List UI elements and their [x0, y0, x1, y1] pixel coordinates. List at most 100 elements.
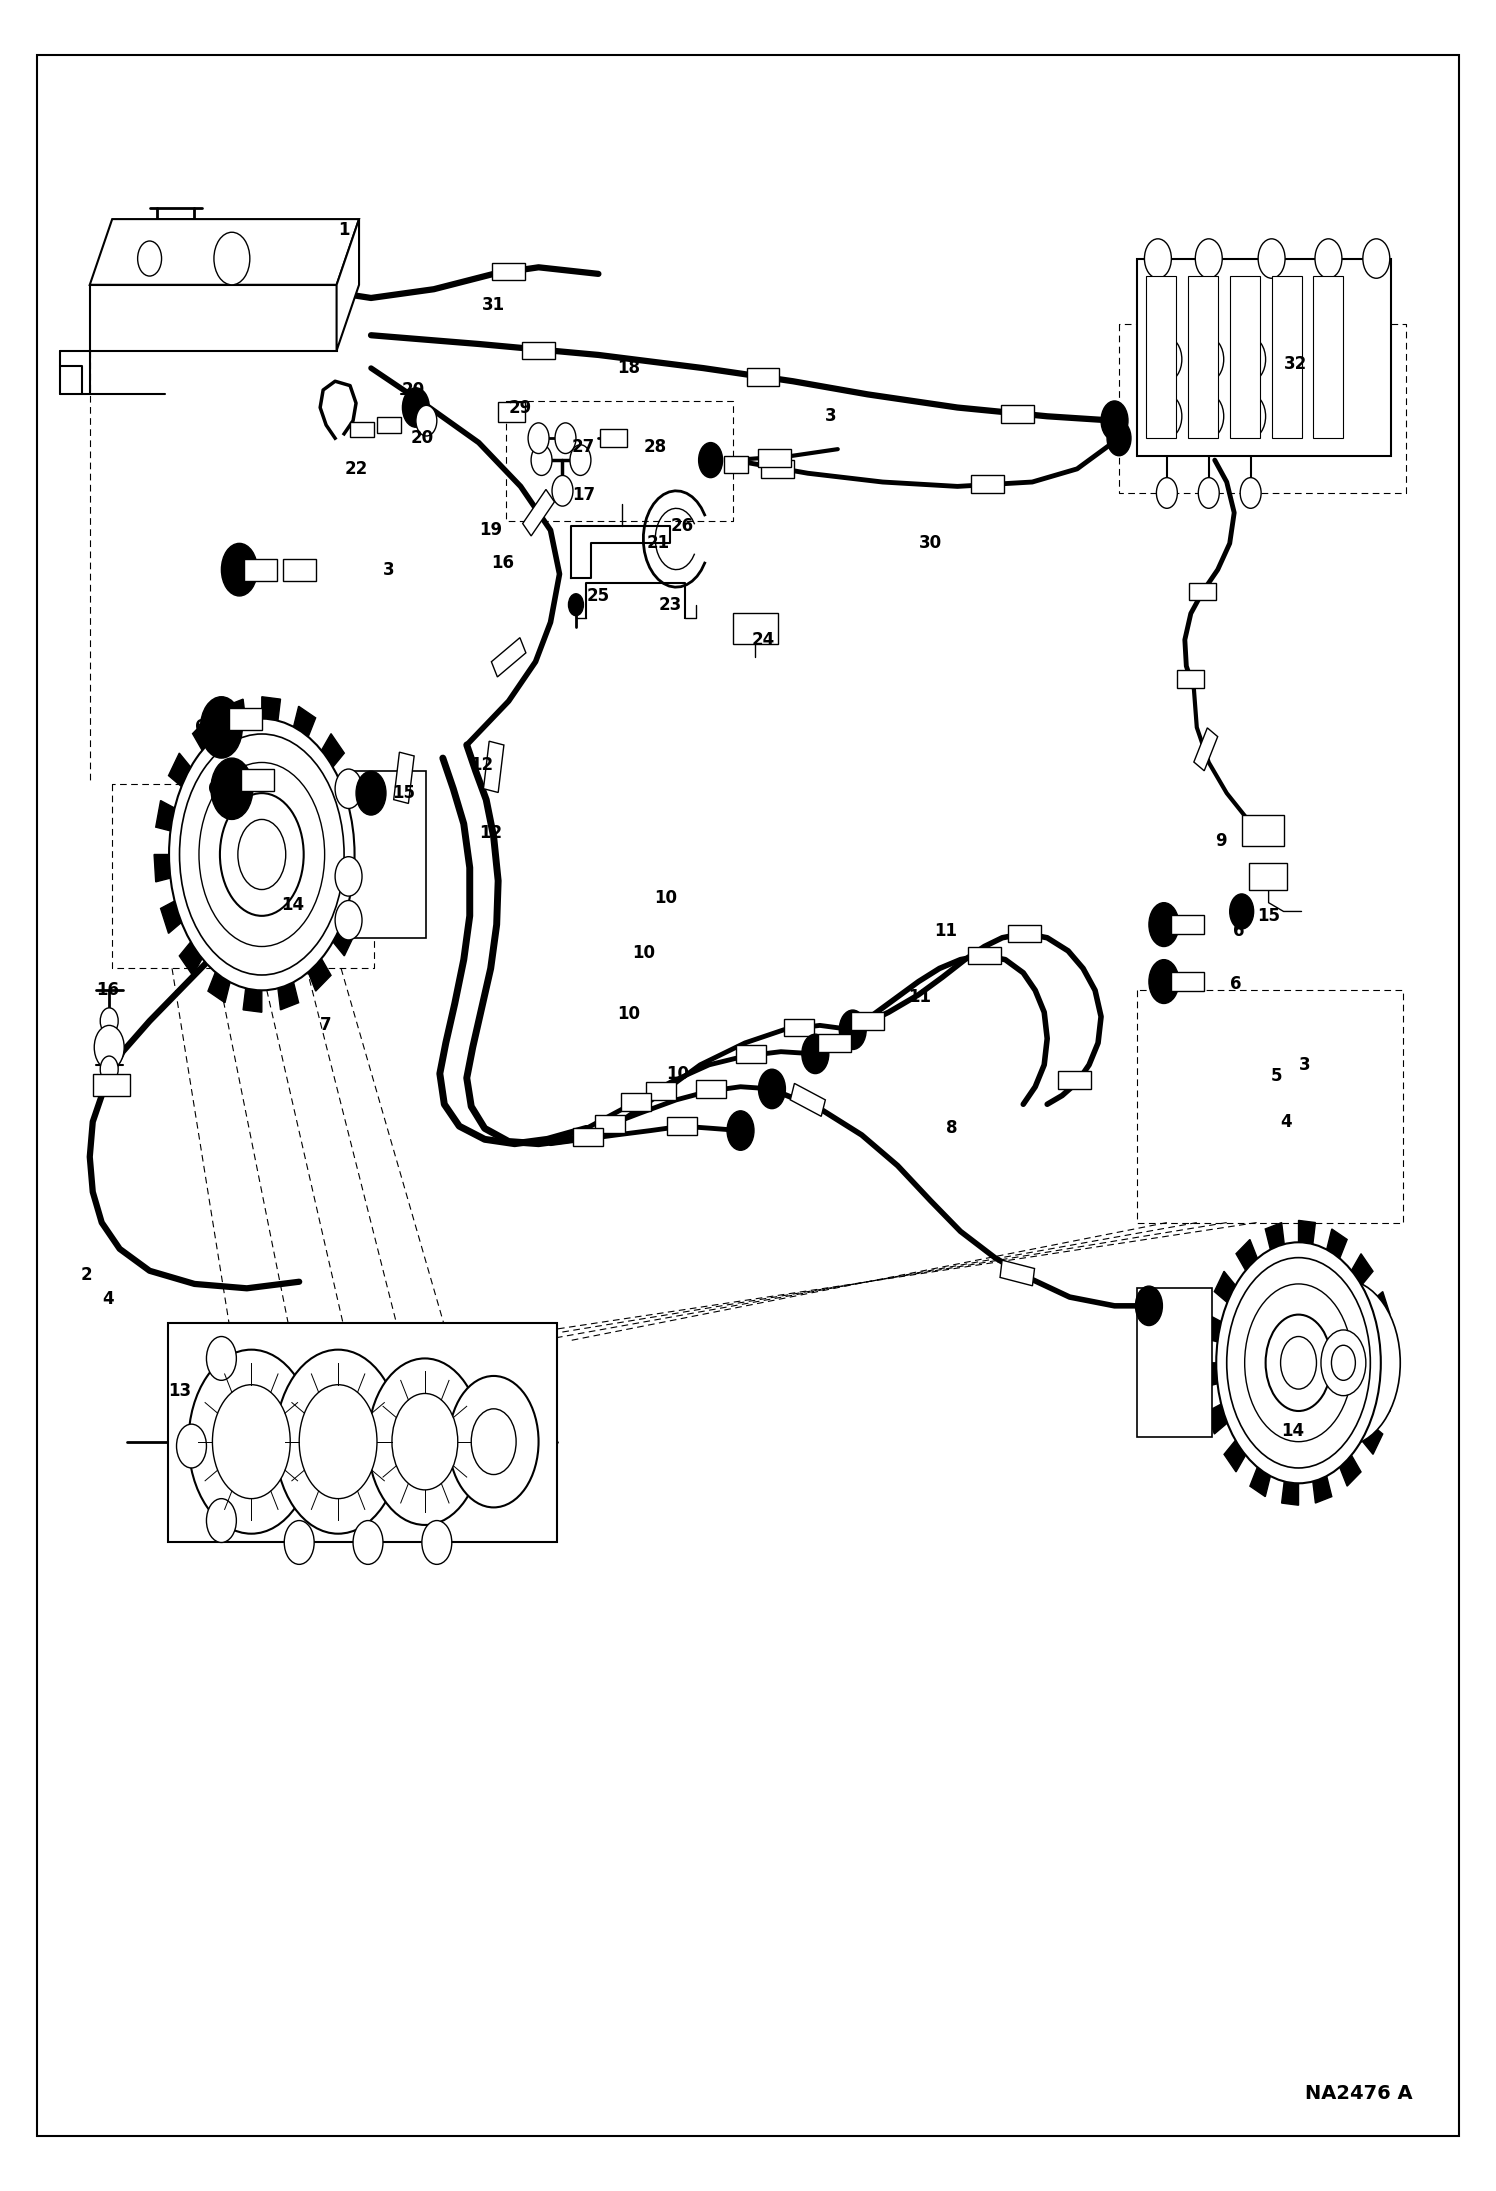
Circle shape: [169, 719, 355, 990]
Polygon shape: [224, 699, 245, 727]
Polygon shape: [1236, 1240, 1257, 1271]
Text: 25: 25: [586, 587, 610, 605]
Text: 15: 15: [1257, 907, 1281, 925]
Polygon shape: [1224, 1439, 1246, 1472]
Circle shape: [368, 1358, 482, 1525]
Circle shape: [188, 1350, 314, 1534]
Circle shape: [200, 697, 242, 758]
Text: 21: 21: [646, 535, 670, 552]
Polygon shape: [1327, 1229, 1346, 1258]
Bar: [1249, 863, 1287, 890]
Circle shape: [177, 1424, 206, 1468]
Text: 16: 16: [96, 982, 120, 999]
Circle shape: [1144, 239, 1171, 278]
Circle shape: [206, 1499, 236, 1542]
Bar: [168, 1323, 557, 1542]
Circle shape: [1194, 337, 1224, 381]
Polygon shape: [1379, 1339, 1396, 1363]
Circle shape: [1149, 903, 1179, 947]
Bar: [1230, 276, 1260, 438]
Circle shape: [1194, 394, 1224, 438]
Bar: [350, 421, 374, 436]
Text: 26: 26: [670, 517, 694, 535]
Circle shape: [1101, 401, 1128, 440]
Bar: [93, 1074, 130, 1096]
Bar: [241, 769, 274, 791]
Bar: [229, 708, 262, 730]
Circle shape: [1216, 1242, 1381, 1483]
Circle shape: [528, 423, 549, 454]
Polygon shape: [1207, 1404, 1227, 1435]
Polygon shape: [1339, 1455, 1361, 1485]
Polygon shape: [156, 800, 175, 830]
Circle shape: [335, 857, 362, 896]
Circle shape: [335, 901, 362, 940]
Bar: [784, 1019, 814, 1036]
Circle shape: [1236, 337, 1266, 381]
Text: 19: 19: [479, 521, 503, 539]
Bar: [492, 263, 525, 280]
Polygon shape: [343, 776, 364, 808]
Text: 1: 1: [338, 221, 350, 239]
Circle shape: [758, 1069, 785, 1109]
Circle shape: [471, 1409, 516, 1475]
Polygon shape: [262, 697, 281, 721]
Circle shape: [1321, 1330, 1366, 1396]
Bar: [761, 460, 794, 478]
Circle shape: [570, 445, 591, 475]
Bar: [851, 1012, 884, 1030]
Bar: [696, 1080, 726, 1098]
Circle shape: [212, 1385, 290, 1499]
Bar: [790, 1082, 826, 1117]
Bar: [999, 1260, 1035, 1286]
Bar: [1146, 276, 1176, 438]
Text: 6: 6: [1233, 922, 1245, 940]
Bar: [667, 1117, 697, 1135]
Circle shape: [1240, 478, 1261, 508]
Circle shape: [402, 388, 429, 427]
Polygon shape: [1215, 1271, 1236, 1301]
Polygon shape: [1351, 1253, 1373, 1286]
Text: 9: 9: [1215, 833, 1227, 850]
Text: 6: 6: [194, 719, 206, 736]
Bar: [758, 449, 791, 467]
Bar: [1058, 1071, 1091, 1089]
Text: 14: 14: [281, 896, 305, 914]
Circle shape: [100, 1056, 118, 1082]
Text: 15: 15: [392, 784, 416, 802]
Polygon shape: [308, 957, 331, 990]
Text: 3: 3: [383, 561, 395, 578]
Text: 12: 12: [470, 756, 494, 773]
Circle shape: [1149, 960, 1179, 1003]
Circle shape: [138, 241, 162, 276]
Circle shape: [1236, 394, 1266, 438]
Polygon shape: [337, 219, 359, 351]
Bar: [1272, 276, 1302, 438]
Bar: [621, 1093, 651, 1111]
Polygon shape: [332, 922, 355, 955]
Polygon shape: [1201, 1363, 1218, 1387]
Text: 4: 4: [102, 1290, 114, 1308]
Polygon shape: [322, 734, 344, 767]
Bar: [1171, 971, 1204, 990]
Circle shape: [727, 1111, 754, 1150]
Polygon shape: [90, 219, 359, 285]
Text: 11: 11: [908, 988, 932, 1006]
Circle shape: [422, 1521, 452, 1564]
Polygon shape: [278, 982, 299, 1010]
Circle shape: [1152, 394, 1182, 438]
Circle shape: [1107, 421, 1131, 456]
Circle shape: [94, 1025, 124, 1069]
Bar: [491, 638, 527, 677]
Circle shape: [206, 1337, 236, 1380]
Text: 22: 22: [344, 460, 368, 478]
Bar: [1188, 276, 1218, 438]
Circle shape: [1195, 239, 1222, 278]
Bar: [244, 559, 277, 581]
Polygon shape: [1361, 1424, 1382, 1455]
Circle shape: [299, 1385, 377, 1499]
Circle shape: [356, 771, 386, 815]
Circle shape: [1152, 337, 1182, 381]
Circle shape: [211, 758, 253, 819]
Circle shape: [1287, 1280, 1400, 1446]
